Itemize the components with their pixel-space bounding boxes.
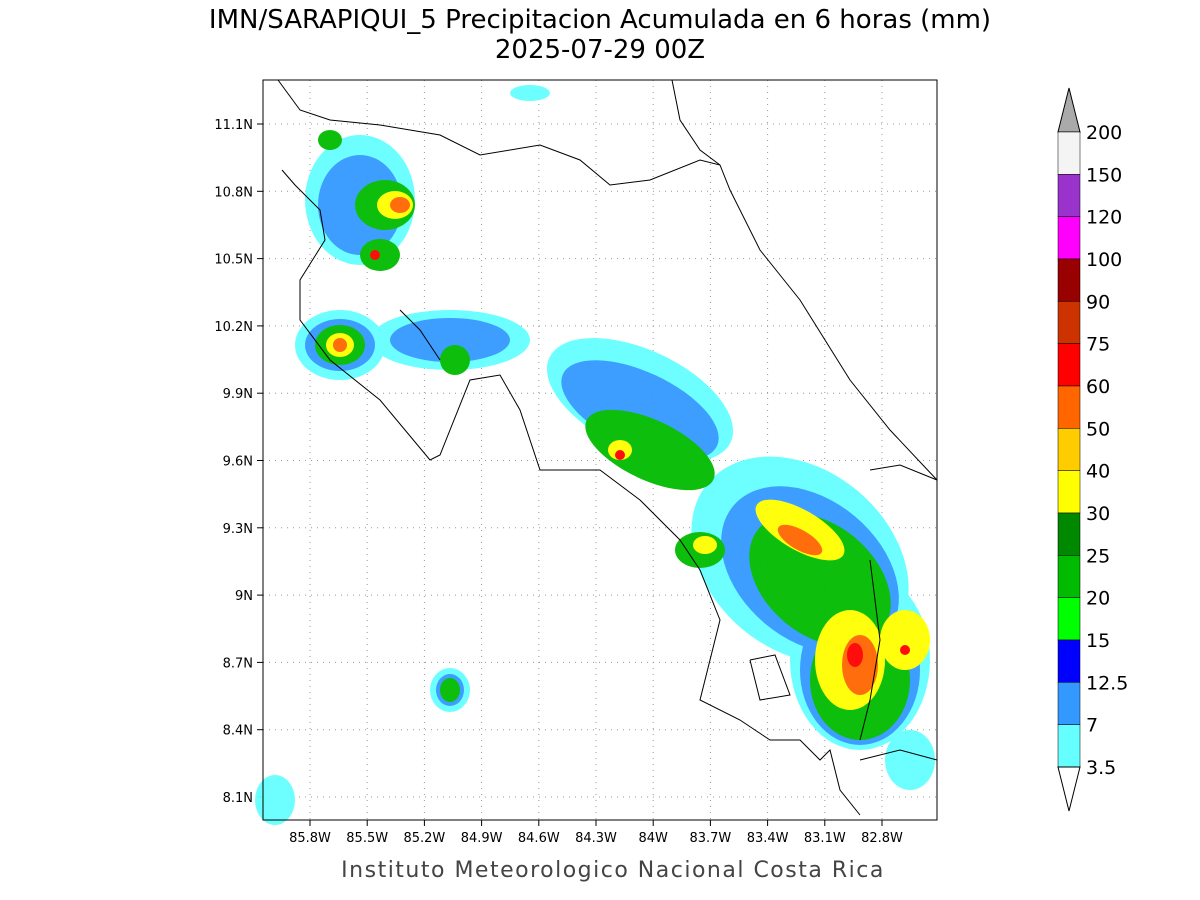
precipitation [255,85,935,825]
colorbar-segment [1057,131,1081,175]
lon-tick-label: 85.8W [289,831,331,846]
lat-tick-label: 9.6N [223,455,253,470]
title: IMN/SARAPIQUI_5 Precipitacion Acumulada … [209,5,991,35]
colorbar-segment [1057,682,1081,725]
lon-tick-label: 85.2W [403,831,445,846]
colorbar-segment [1057,385,1081,429]
colorbar-label: 90 [1086,291,1110,313]
lat-tick-label: 10.8N [214,185,253,200]
lon-tick-label: 82.8W [861,831,903,846]
lon-tick-label: 84.9W [461,831,503,846]
colorbar-label: 50 [1086,418,1110,440]
colorbar-label: 30 [1086,503,1110,525]
lon-tick-label: 84W [638,831,668,846]
lat-tick-label: 10.2N [214,320,253,335]
colorbar-label: 12.5 [1086,672,1128,694]
colorbar-segment [1057,639,1081,683]
colorbar: 200 150 120 100 90 75 60 50 40 30 25 20 15 12.5 7 3.5 [1057,87,1128,812]
colorbar-segment [1057,428,1081,471]
colorbar-label: 150 [1086,164,1122,186]
colorbar-label: 200 [1086,122,1122,144]
colorbar-segment [1057,512,1081,556]
lon-tick-label: 83.4W [747,831,789,846]
coastlines [277,79,938,816]
lon-tick-label: 85.5W [346,831,388,846]
grid: 11.1N 10.8N 10.5N 10.2N 9.9N 9.6N 9.3N 9N 8.7N 8.… [214,80,937,846]
lat-tick-label: 8.7N [223,656,253,671]
colorbar-label: 7 [1086,715,1098,737]
colorbar-segment [1057,724,1081,768]
colorbar-label: 60 [1086,376,1110,398]
colorbar-label: 75 [1086,334,1110,356]
colorbar-under [1057,766,1081,812]
lat-tick-label: 9.3N [223,522,253,537]
colorbar-segment [1057,174,1081,217]
colorbar-segment [1057,301,1081,344]
colorbar-over [1057,87,1081,133]
colorbar-segment [1057,216,1081,260]
colorbar-label: 100 [1086,249,1122,271]
map-frame [262,79,938,821]
footer: Instituto Meteorologico Nacional Costa R… [341,858,885,883]
lat-tick-label: 10.5N [214,253,253,268]
lat-tick-label: 9.9N [223,387,253,402]
lon-tick-label: 84.3W [575,831,617,846]
colorbar-segment [1057,343,1081,387]
lat-tick-label: 11.1N [214,118,253,133]
colorbar-label: 120 [1086,207,1122,229]
lon-tick-label: 83.7W [689,831,731,846]
colorbar-label: 40 [1086,461,1110,483]
colorbar-label: 3.5 [1086,757,1116,779]
lat-tick-label: 8.4N [223,724,253,739]
lat-tick-label: 8.1N [223,791,253,806]
colorbar-label: 15 [1086,630,1110,652]
colorbar-segment [1057,258,1081,302]
colorbar-label: 25 [1086,545,1110,567]
colorbar-label: 20 [1086,588,1110,610]
lat-tick-label: 9N [235,589,253,604]
lon-tick-label: 83.1W [804,831,846,846]
colorbar-segment [1057,597,1081,641]
colorbar-segment [1057,470,1081,514]
lon-tick-label: 84.6W [518,831,560,846]
subtitle: 2025-07-29 00Z [495,35,705,65]
colorbar-segment [1057,555,1081,598]
